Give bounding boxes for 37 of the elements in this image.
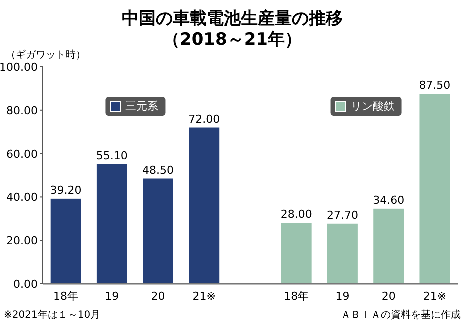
x-tick-label: 18年 bbox=[54, 290, 79, 303]
data-label: 48.50 bbox=[142, 164, 174, 177]
x-tick-label: 20 bbox=[151, 290, 166, 303]
bar bbox=[420, 94, 450, 284]
data-label: 87.50 bbox=[419, 79, 451, 92]
chart-subtitle: （2018～21年） bbox=[163, 30, 302, 50]
data-label: 39.20 bbox=[50, 184, 82, 197]
text: ※2021年は１～10月 bbox=[4, 309, 101, 321]
x-tick-label: 21※ bbox=[423, 290, 447, 303]
chart-title: 中国の車載電池生産量の推移 bbox=[122, 9, 343, 29]
bar bbox=[281, 223, 312, 284]
bar bbox=[50, 198, 82, 284]
y-tick-label: 60.00 bbox=[6, 148, 38, 161]
bar bbox=[143, 178, 174, 284]
data-label: 55.10 bbox=[96, 149, 128, 162]
y-tick-label: 80.00 bbox=[6, 104, 38, 118]
x-tick-label: 18年 bbox=[284, 290, 310, 303]
bar bbox=[374, 208, 404, 284]
x-tick-label: 19 bbox=[105, 290, 120, 303]
legend-label: リン酸鉄 bbox=[350, 100, 395, 114]
x-tick-label: 20 bbox=[382, 290, 396, 303]
x-tick-label: 21※ bbox=[192, 290, 216, 303]
data-label: 28.00 bbox=[280, 208, 312, 222]
bar bbox=[328, 224, 358, 284]
y-tick-label: 20.00 bbox=[6, 234, 38, 248]
legend-label: 三元系 bbox=[126, 100, 159, 114]
bar bbox=[96, 164, 128, 284]
bar bbox=[189, 128, 220, 284]
y-tick-label: 0.00 bbox=[14, 278, 38, 291]
y-axis-title: （ギガワット時） bbox=[6, 49, 86, 61]
y-tick-label: 40.00 bbox=[6, 191, 38, 204]
text: ＡＢＩＡの資料を基に作成 bbox=[341, 309, 461, 321]
x-tick-label: 19 bbox=[336, 290, 350, 303]
data-label: 72.00 bbox=[188, 112, 220, 126]
y-tick-label: 100.00 bbox=[0, 61, 38, 74]
data-label: 27.70 bbox=[326, 208, 358, 222]
data-label: 34.60 bbox=[373, 194, 405, 207]
